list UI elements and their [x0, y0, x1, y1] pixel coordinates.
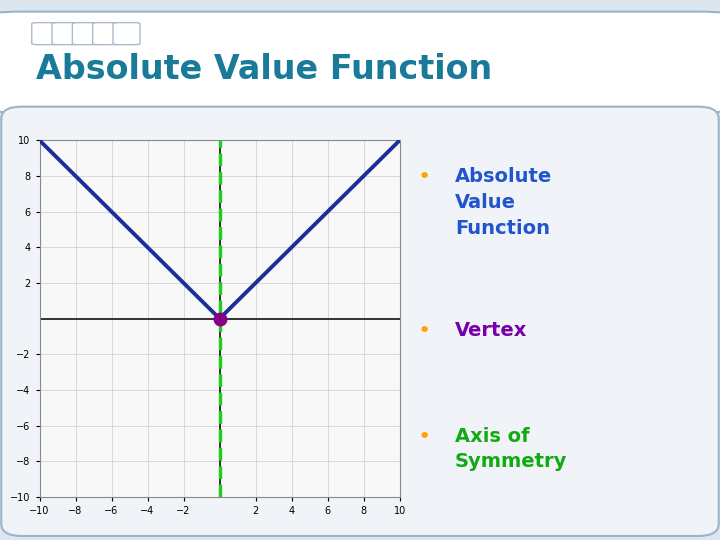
- FancyBboxPatch shape: [72, 23, 99, 45]
- Text: Axis of
Symmetry: Axis of Symmetry: [455, 427, 567, 471]
- FancyBboxPatch shape: [32, 23, 59, 45]
- FancyBboxPatch shape: [52, 23, 79, 45]
- Text: •: •: [418, 167, 431, 187]
- Text: Vertex: Vertex: [455, 321, 527, 340]
- FancyBboxPatch shape: [93, 23, 120, 45]
- FancyBboxPatch shape: [0, 11, 720, 113]
- Text: Absolute
Value
Function: Absolute Value Function: [455, 167, 552, 238]
- Text: •: •: [418, 321, 431, 341]
- Text: •: •: [418, 427, 431, 447]
- FancyBboxPatch shape: [113, 23, 140, 45]
- FancyBboxPatch shape: [1, 106, 719, 536]
- Text: Absolute Value Function: Absolute Value Function: [37, 53, 492, 86]
